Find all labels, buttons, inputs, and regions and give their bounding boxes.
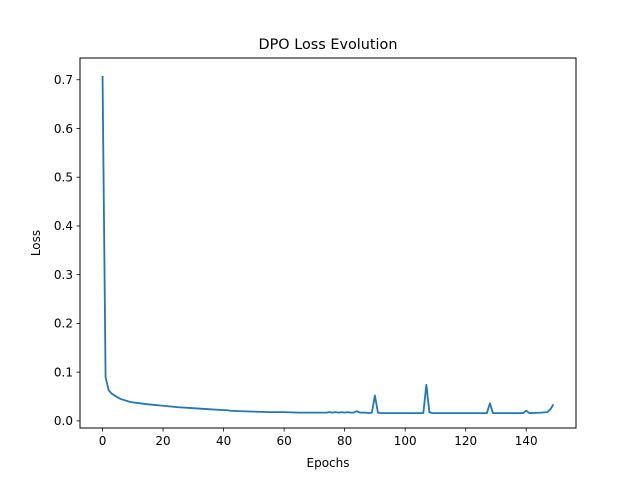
x-tick-label: 20 [155,434,170,448]
x-tick-label: 40 [216,434,231,448]
x-tick-label: 140 [515,434,538,448]
y-tick-label: 0.0 [54,414,73,428]
x-axis-label: Epochs [307,456,350,470]
y-axis-label: Loss [29,230,43,256]
x-tick-label: 120 [454,434,477,448]
series-layer [101,75,555,414]
y-tick-label: 0.4 [54,219,73,233]
chart-title: DPO Loss Evolution [259,37,398,53]
series-line-0 [101,75,555,414]
x-tick-label: 0 [99,434,107,448]
y-tick-label: 0.7 [54,73,73,87]
plot-frame [79,57,577,429]
y-tick-label: 0.3 [54,268,73,282]
y-tick-label: 0.5 [54,171,73,185]
plot-area [80,58,576,428]
y-tick-label: 0.2 [54,317,73,331]
x-tick-label: 60 [276,434,291,448]
y-tick-label: 0.6 [54,122,73,136]
x-axis-ticks: 0 20 40 60 80 100 120 140 [99,428,538,448]
y-axis-ticks: 0.0 0.1 0.2 0.3 0.4 0.5 0.6 0.7 [54,73,80,428]
x-tick-label: 100 [394,434,417,448]
x-tick-label: 80 [337,434,352,448]
y-tick-label: 0.1 [54,365,73,379]
